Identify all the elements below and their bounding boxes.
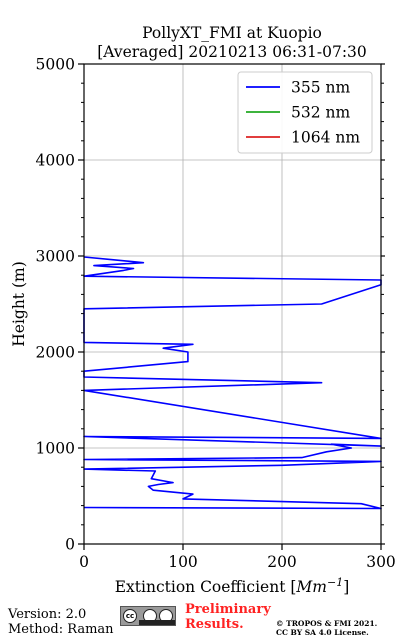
y-tick-label: 0 — [65, 536, 75, 554]
version-text: Version: 2.0 — [8, 607, 87, 622]
y-tick-label: 5000 — [36, 56, 75, 74]
preliminary-line1: Preliminary — [185, 602, 271, 617]
legend-label-2: 1064 nm — [291, 129, 360, 147]
x-tick-label: 100 — [168, 553, 198, 571]
plot-frame — [83, 63, 382, 545]
method-text: Method: Raman — [8, 622, 114, 637]
y-axis-label: Height (m) — [10, 261, 28, 347]
y-tick-label: 2000 — [36, 344, 75, 362]
chart-subtitle: [Averaged] 20210213 06:31-07:30 — [97, 43, 367, 61]
axis-ticks — [78, 63, 385, 550]
legend-label-0: 355 nm — [291, 79, 350, 97]
legend: 355 nm 532 nm 1064 nm — [237, 71, 373, 154]
cc-logo-icon: cc — [123, 609, 137, 623]
license-strip — [139, 620, 175, 625]
y-tick-label: 3000 — [36, 248, 75, 266]
legend-label-1: 532 nm — [291, 104, 350, 122]
x-tick-label: 300 — [366, 553, 396, 571]
legend-box — [237, 71, 373, 154]
x-axis-label: Extinction Coefficient [Mm−1] — [115, 576, 350, 596]
y-tick-label: 4000 — [36, 152, 75, 170]
x-tick-label: 0 — [79, 553, 89, 571]
series-lines — [83, 256, 382, 510]
preliminary-line2: Results. — [185, 617, 244, 632]
copyright-line1: © TROPOS & FMI 2021. — [276, 619, 378, 628]
x-tick-label: 200 — [267, 553, 297, 571]
copyright-notice: © TROPOS & FMI 2021. CC BY SA 4.0 Licens… — [276, 619, 377, 637]
y-tick-label: 1000 — [36, 440, 75, 458]
license-badge: cc — [120, 606, 176, 626]
preliminary-notice: Preliminary Results. — [185, 602, 271, 632]
chart-title: PollyXT_FMI at Kuopio — [142, 24, 322, 42]
copyright-line2: CC BY SA 4.0 License. — [276, 628, 369, 637]
series-line-0 — [83, 256, 382, 510]
